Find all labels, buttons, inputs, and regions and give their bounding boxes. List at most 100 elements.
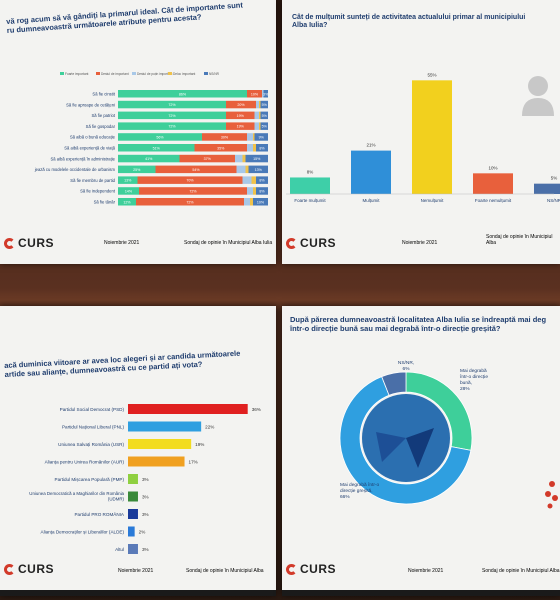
data-label: 72%	[186, 200, 194, 204]
data-label: 3%	[142, 547, 149, 552]
data-label: 30%	[221, 136, 229, 140]
bar	[128, 456, 185, 467]
category-label: Să fie tânăr	[94, 200, 116, 205]
category-label: Foarte mulțumit	[294, 198, 326, 203]
bar-segment	[259, 122, 261, 130]
curs-logo-icon	[4, 563, 15, 575]
legend-swatch	[168, 72, 172, 75]
category-label: Să fie independent	[80, 189, 116, 194]
bar-segment	[194, 144, 247, 152]
data-label: 10%	[257, 200, 265, 204]
bar-segment	[118, 122, 226, 130]
bar-segment	[242, 176, 252, 184]
category-label: Să aibă experiență în administrație	[51, 156, 116, 161]
data-label: 56%	[156, 136, 164, 140]
category-label: Să aibă o bună educație	[70, 135, 116, 140]
curs-logo: CURS	[4, 236, 54, 250]
data-label: 17%	[189, 460, 198, 465]
data-label: 13%	[255, 168, 263, 172]
data-label: NS/NR,	[398, 360, 414, 366]
data-label: 6%	[403, 366, 411, 372]
slide-title: După părerea dumneavoastră localitatea A…	[290, 315, 547, 333]
footer-date: Noiembrie 2021	[118, 568, 154, 574]
curs-logo: CURS	[286, 236, 336, 250]
person-icon	[522, 76, 554, 116]
bar-segment	[245, 165, 249, 174]
slide-satisfaction: Cât de mulțumit sunteți de activitatea a…	[282, 0, 560, 264]
category-label: Să fie cinstit	[92, 92, 115, 97]
data-label: 19%	[237, 125, 245, 129]
category-label: Să fie patriot	[91, 113, 115, 118]
data-label: 70%	[186, 179, 194, 183]
bar-segment	[118, 111, 226, 120]
footer-date: Noiembrie 2021	[402, 240, 438, 246]
horizontal-bar-chart: Partidul Social Democrat (PSD) 36% Partidu…	[29, 404, 261, 554]
bar-segment	[242, 154, 246, 163]
category-label: Partidul Social Democrat (PSD)	[60, 407, 125, 412]
bar-segment	[256, 176, 268, 184]
footer-source: Sondaj de opinie în Municipiul Alba	[486, 234, 553, 246]
category-label: Uniunea Salvați România (USR)	[58, 442, 124, 447]
vertical-bar-chart: 8% Foarte mulțumit 21% Mulțumit 55% Nemulțumi…	[286, 72, 560, 203]
bar-segment	[254, 111, 259, 120]
bar	[128, 509, 138, 519]
decorative-dots-icon	[545, 481, 558, 509]
donut-slice	[339, 376, 472, 505]
category-label: jează cu modelele occidentale de urbanis…	[34, 167, 116, 172]
data-label: 72%	[168, 125, 176, 129]
category-label: (UDMR)	[108, 497, 125, 502]
bar-segment	[235, 154, 243, 163]
curs-logo-icon	[4, 237, 15, 249]
bar-segment	[247, 90, 262, 98]
category-label: Alianța Democraților și Liberalilor (ALD…	[41, 530, 125, 535]
bar-segment	[253, 187, 256, 195]
category-label: Partidul PRO ROMÂNIA	[74, 511, 124, 517]
bar-segment	[118, 100, 226, 109]
category-label: Uniunea Democratică a Maghiarilor din Ro…	[29, 491, 124, 496]
category-label: Să aibă experiență de viață	[64, 146, 115, 151]
data-label: 22%	[205, 425, 214, 430]
slide-title: Cât de mulțumit sunteți de activitatea a…	[292, 14, 526, 30]
slide-attributes: vă rog acum să vă gândiți la primarul id…	[0, 0, 276, 264]
bar	[128, 439, 192, 449]
bar-segment	[236, 165, 246, 174]
data-label: într-o direcție	[459, 374, 488, 380]
data-label: 8%	[259, 190, 265, 194]
data-label: 21%	[366, 143, 375, 148]
bar-segment	[179, 154, 235, 163]
footer-source: Sondaj de opinie în Municipiul Alba Iuli…	[184, 240, 273, 246]
data-label: 5%	[551, 176, 558, 181]
legend-label: Foarte important	[65, 72, 88, 76]
data-label: bună,	[460, 380, 472, 386]
category-label: Foarte nemulțumit	[475, 198, 512, 203]
curs-logo: CURS	[4, 562, 54, 576]
bar-segment	[254, 133, 268, 141]
bar-segment	[118, 90, 247, 98]
data-label: 8%	[307, 169, 314, 174]
category-label: Să fie gospodar	[86, 124, 116, 129]
category-label: Alianța pentru Unirea Românilor (AUR)	[45, 460, 125, 465]
donut-inner-shade	[376, 432, 406, 462]
legend-swatch	[96, 72, 100, 75]
data-label: 55%	[427, 72, 436, 77]
data-label: 2%	[139, 530, 146, 535]
curs-logo: CURS	[286, 562, 336, 576]
data-label: 8%	[259, 146, 265, 150]
bar	[473, 173, 513, 194]
stacked-bar-chart: Foarte important Destul de important Destu…	[34, 72, 269, 206]
bar-segment	[247, 144, 253, 152]
data-label: 28%	[460, 386, 470, 392]
data-label: 10%	[488, 165, 497, 170]
data-label: 25%	[133, 168, 141, 172]
data-label: Mai degrabă	[460, 368, 487, 374]
bar-segment	[118, 133, 202, 141]
data-label: 72%	[189, 190, 197, 194]
bar-segment	[256, 100, 259, 109]
data-label: 54%	[192, 168, 200, 172]
data-label: 3%	[142, 512, 149, 517]
legend-label: Destul de puțin important	[137, 72, 173, 76]
bar-segment	[263, 90, 268, 98]
legend-label: Deloc important	[173, 72, 195, 76]
bar-segment	[139, 187, 247, 195]
